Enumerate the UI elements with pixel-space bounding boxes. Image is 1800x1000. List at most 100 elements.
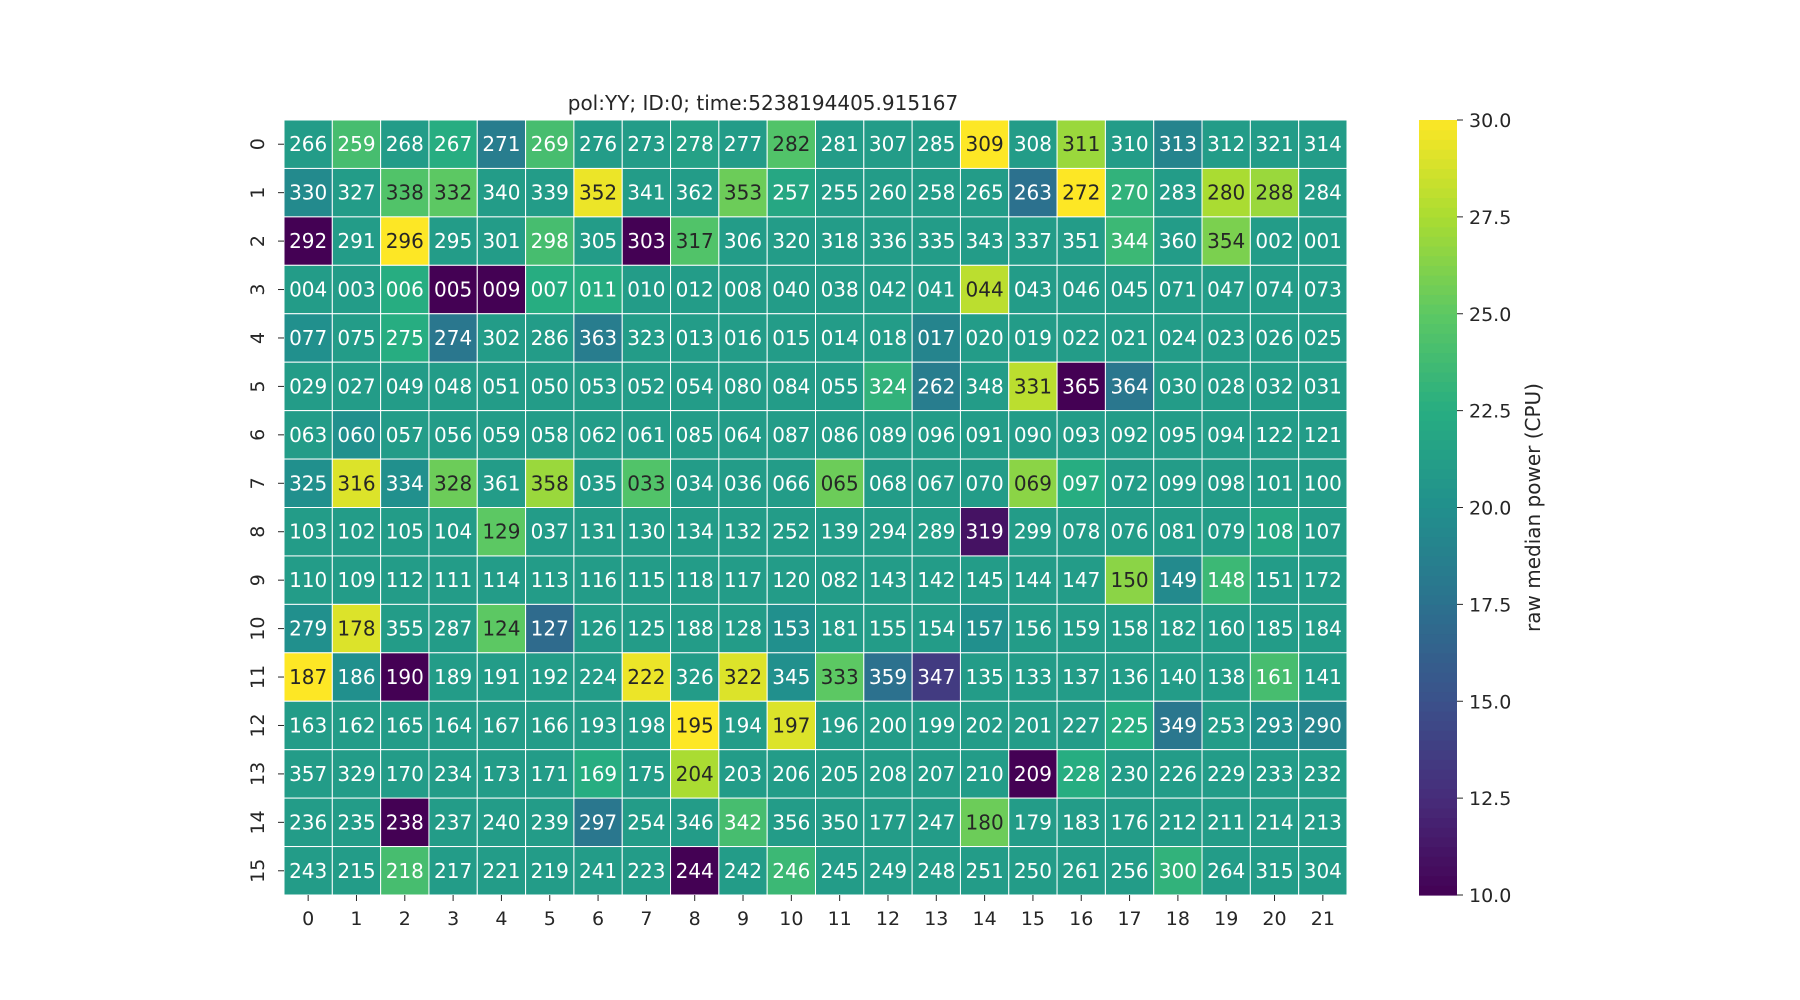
cell-label: 033 (627, 471, 665, 495)
heatmap-cell (283, 119, 333, 169)
cell-label: 156 (1014, 617, 1052, 641)
cell-label: 166 (531, 713, 569, 737)
heatmap-cell (911, 749, 961, 799)
cell-label: 131 (579, 520, 617, 544)
cell-label: 255 (821, 181, 859, 205)
cell-label: 332 (434, 181, 472, 205)
cell-label: 089 (869, 423, 907, 447)
cell-label: 078 (1062, 520, 1100, 544)
heatmap-cell (718, 603, 768, 654)
heatmap-cell (1298, 749, 1348, 799)
heatmap-cell (670, 264, 720, 315)
cell-label: 018 (869, 326, 907, 350)
cell-label: 155 (869, 617, 907, 641)
chart-title: pol:YY; ID:0; time:5238194405.915167 (568, 91, 959, 115)
cell-label: 025 (1304, 326, 1342, 350)
x-tick-label: 9 (737, 908, 749, 930)
cell-label: 192 (531, 665, 569, 689)
heatmap-cell (525, 797, 575, 848)
colorbar-segment (1419, 120, 1457, 131)
cell-label: 016 (724, 326, 762, 350)
heatmap-cell (911, 458, 961, 508)
cell-label: 010 (627, 278, 665, 302)
cell-label: 151 (1255, 568, 1293, 592)
colorbar-segment (1419, 497, 1457, 509)
cell-label: 274 (434, 326, 472, 350)
cell-label: 244 (676, 859, 714, 883)
cell-label: 178 (337, 617, 375, 641)
heatmap-cell (1153, 555, 1203, 605)
cell-label: 138 (1207, 665, 1245, 689)
heatmap-cell (1008, 313, 1058, 363)
cell-label: 060 (337, 423, 375, 447)
cell-label: 269 (531, 132, 569, 156)
cell-label: 229 (1207, 762, 1245, 786)
cell-label: 021 (1110, 326, 1148, 350)
heatmap-cell (428, 652, 478, 702)
cell-label: 004 (289, 278, 327, 302)
cell-label: 301 (482, 229, 520, 253)
heatmap-cell (428, 555, 478, 605)
cell-label: 087 (772, 423, 810, 447)
cell-label: 140 (1159, 665, 1197, 689)
cell-label: 239 (531, 810, 569, 834)
heatmap-cell (815, 216, 865, 266)
heatmap-cell (863, 410, 913, 460)
heatmap-cell (1008, 410, 1058, 460)
heatmap-cell (1298, 119, 1348, 169)
colorbar-segment (1419, 197, 1457, 208)
heatmap-cell (621, 264, 672, 315)
heatmap-cell (959, 410, 1010, 460)
heatmap-cell (1008, 555, 1058, 605)
cell-label: 036 (724, 471, 762, 495)
heatmap-cell (911, 361, 961, 412)
heatmap-cell (621, 749, 672, 799)
cell-label: 001 (1304, 229, 1342, 253)
cell-label: 322 (724, 665, 762, 689)
cell-label: 135 (966, 665, 1004, 689)
heatmap-cell (476, 749, 527, 799)
colorbar-segment (1419, 381, 1457, 392)
heatmap-cell (670, 216, 720, 266)
colorbar-segment (1419, 672, 1457, 683)
cell-label: 031 (1304, 374, 1342, 398)
cell-label: 113 (531, 568, 569, 592)
y-tick-label: 2 (247, 235, 269, 247)
cell-label: 043 (1014, 278, 1052, 302)
heatmap-cell (331, 264, 382, 315)
cell-label: 245 (821, 859, 859, 883)
colorbar-segment (1419, 304, 1457, 315)
heatmap-cell (380, 846, 430, 896)
heatmap-cell (525, 458, 575, 508)
cell-label: 191 (482, 665, 520, 689)
cell-label: 179 (1014, 810, 1052, 834)
x-tick-label: 12 (876, 908, 900, 930)
cell-label: 184 (1304, 617, 1342, 641)
cell-label: 211 (1207, 810, 1245, 834)
x-tick-label: 3 (447, 908, 459, 930)
colorbar-segment (1419, 449, 1457, 460)
cell-label: 147 (1062, 568, 1100, 592)
heatmap-cell (863, 507, 913, 557)
cell-label: 235 (337, 810, 375, 834)
cell-label: 356 (772, 810, 810, 834)
heatmap-cell (670, 458, 720, 508)
heatmap-cell (380, 410, 430, 460)
cell-label: 071 (1159, 278, 1197, 302)
cell-label: 093 (1062, 423, 1100, 447)
cell-label: 085 (676, 423, 714, 447)
y-tick-label: 15 (247, 859, 269, 883)
cell-label: 201 (1014, 713, 1052, 737)
heatmap-cell (1201, 700, 1251, 751)
cell-label: 323 (627, 326, 665, 350)
cell-label: 149 (1159, 568, 1197, 592)
heatmap-cell (573, 652, 623, 702)
cell-label: 325 (289, 471, 327, 495)
cell-label: 111 (434, 568, 472, 592)
cell-label: 150 (1110, 568, 1148, 592)
heatmap-cell (621, 361, 672, 412)
heatmap-cell (670, 361, 720, 412)
heatmap-cell (959, 603, 1010, 654)
heatmap-cell (283, 700, 333, 751)
heatmap-cell (476, 361, 527, 412)
